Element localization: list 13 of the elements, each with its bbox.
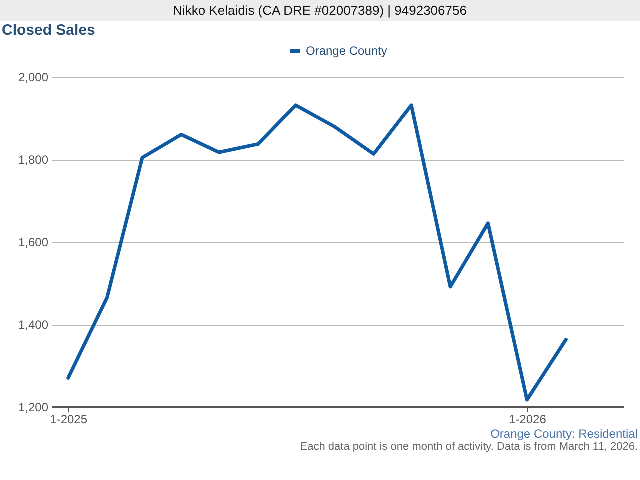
line-series xyxy=(66,104,568,402)
legend-label: Orange County xyxy=(306,44,388,58)
x-tick-label: 1-2025 xyxy=(50,412,88,426)
y-tick-label: 1,200 xyxy=(18,400,49,414)
text: Nikko Kelaidis (CA DRE #02007389) | 9492306756 xyxy=(0,0,640,21)
chart-title: Closed Sales xyxy=(2,22,96,39)
text: Orange County: Residential xyxy=(490,427,639,441)
text: Each data point is one month of activity. Data is from March 11, 2026. xyxy=(299,441,639,453)
y-tick-label: 1,400 xyxy=(18,318,49,332)
x-tick-label: 1-2026 xyxy=(509,412,547,426)
y-tick-label: 1,800 xyxy=(18,153,49,167)
y-tick-label: 2,000 xyxy=(18,70,49,84)
y-tick-label: 1,600 xyxy=(18,236,49,250)
